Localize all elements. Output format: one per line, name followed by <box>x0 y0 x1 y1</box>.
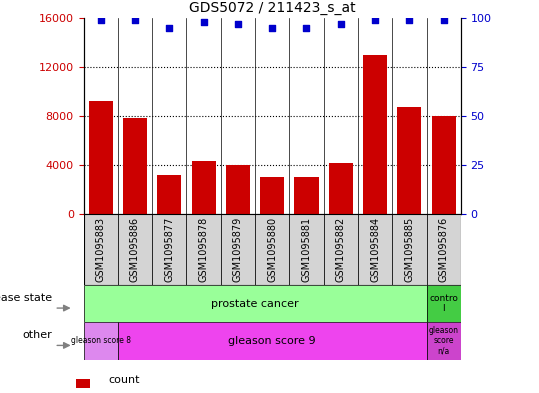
Text: other: other <box>22 331 52 340</box>
Text: prostate cancer: prostate cancer <box>211 299 299 309</box>
Bar <box>152 214 186 285</box>
Point <box>233 20 242 27</box>
Text: GSM1095878: GSM1095878 <box>198 217 209 282</box>
Text: GSM1095881: GSM1095881 <box>301 217 312 282</box>
Bar <box>89 101 113 214</box>
Text: GSM1095879: GSM1095879 <box>233 217 243 282</box>
Bar <box>157 175 181 214</box>
Text: GSM1095880: GSM1095880 <box>267 217 277 282</box>
Text: GSM1095885: GSM1095885 <box>404 217 414 282</box>
Text: GSM1095877: GSM1095877 <box>164 217 174 282</box>
Bar <box>123 118 147 214</box>
Text: disease state: disease state <box>0 293 52 303</box>
Bar <box>84 322 118 360</box>
Bar <box>118 214 152 285</box>
Bar <box>221 214 255 285</box>
Bar <box>432 116 455 214</box>
Point <box>302 24 311 31</box>
Point <box>371 17 379 23</box>
Point <box>268 24 277 31</box>
Bar <box>294 177 319 214</box>
Text: gleason score 8: gleason score 8 <box>71 336 130 345</box>
Bar <box>84 214 118 285</box>
Bar <box>226 165 250 214</box>
Bar <box>358 214 392 285</box>
Text: gleason score 9: gleason score 9 <box>229 336 316 346</box>
Text: contro
l: contro l <box>429 294 458 313</box>
Bar <box>323 214 358 285</box>
Bar <box>186 214 221 285</box>
Text: GSM1095882: GSM1095882 <box>336 217 346 282</box>
Point <box>165 24 174 31</box>
Text: gleason
score
n/a: gleason score n/a <box>429 326 459 356</box>
Bar <box>397 107 421 214</box>
Bar <box>289 214 323 285</box>
Bar <box>329 163 353 214</box>
Point <box>96 17 105 23</box>
Bar <box>118 322 426 360</box>
Text: GSM1095886: GSM1095886 <box>130 217 140 282</box>
Bar <box>426 214 461 285</box>
Point <box>130 17 139 23</box>
Point <box>199 18 208 25</box>
Text: GSM1095884: GSM1095884 <box>370 217 380 282</box>
Bar <box>392 214 426 285</box>
Bar <box>75 379 90 388</box>
Bar <box>363 55 387 214</box>
Point <box>336 20 345 27</box>
Bar <box>260 177 284 214</box>
Bar <box>191 162 216 214</box>
Text: GSM1095876: GSM1095876 <box>439 217 448 282</box>
Text: GSM1095883: GSM1095883 <box>96 217 106 282</box>
Bar <box>426 322 461 360</box>
Bar <box>255 214 289 285</box>
Bar <box>426 285 461 322</box>
Title: GDS5072 / 211423_s_at: GDS5072 / 211423_s_at <box>189 1 356 15</box>
Point <box>439 17 448 23</box>
Point <box>405 17 414 23</box>
Text: count: count <box>108 375 140 385</box>
